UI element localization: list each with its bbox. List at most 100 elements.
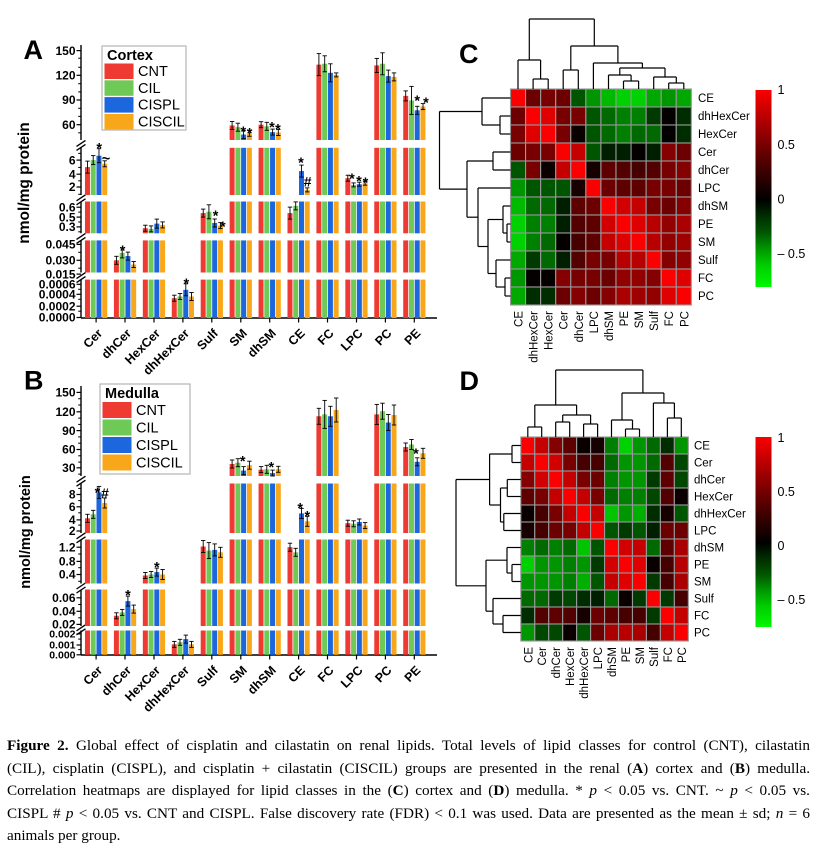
svg-text:CISPL: CISPL: [136, 438, 178, 454]
svg-text:CISCIL: CISCIL: [136, 456, 183, 472]
svg-text:0.5: 0.5: [778, 485, 795, 499]
svg-text:0.045: 0.045: [45, 238, 75, 252]
svg-text:dhHexCer: dhHexCer: [579, 647, 591, 699]
svg-text:Cer: Cer: [559, 311, 571, 330]
svg-text:Sulf: Sulf: [194, 663, 221, 690]
svg-text:2: 2: [69, 524, 76, 538]
svg-text:Sulf: Sulf: [698, 255, 719, 267]
svg-text:0.04: 0.04: [52, 605, 76, 619]
svg-text:CISPL: CISPL: [138, 98, 180, 114]
svg-text:nmol/mg protein: nmol/mg protein: [18, 475, 34, 589]
svg-text:CIL: CIL: [136, 421, 159, 437]
svg-text:*: *: [240, 454, 246, 470]
svg-text:CE: CE: [523, 647, 535, 663]
svg-text:0.015: 0.015: [45, 267, 75, 281]
svg-text:0.0006: 0.0006: [39, 278, 76, 292]
svg-text:0: 0: [778, 539, 785, 553]
svg-text:PC: PC: [694, 628, 710, 640]
svg-text:Cer: Cer: [698, 147, 717, 159]
svg-text:0.3: 0.3: [59, 220, 76, 234]
svg-text:– 0.5: – 0.5: [778, 247, 806, 261]
svg-text:*: *: [414, 94, 420, 110]
svg-text:SM: SM: [227, 326, 250, 349]
svg-text:FC: FC: [664, 311, 676, 326]
svg-text:HexCer: HexCer: [694, 492, 733, 504]
svg-text:60: 60: [62, 118, 76, 132]
svg-text:dhSM: dhSM: [245, 663, 279, 697]
svg-text:Cer: Cer: [694, 458, 713, 470]
svg-text:PE: PE: [402, 326, 424, 348]
svg-text:dhCer: dhCer: [551, 647, 563, 678]
svg-text:FC: FC: [315, 326, 337, 348]
svg-text:CE: CE: [286, 326, 308, 348]
svg-text:Cortex: Cortex: [107, 48, 153, 64]
svg-text:Cer: Cer: [81, 326, 106, 351]
svg-text:PC: PC: [372, 663, 394, 685]
svg-text:CISCIL: CISCIL: [138, 114, 185, 130]
svg-text:60: 60: [62, 443, 76, 457]
svg-text:*: *: [304, 509, 310, 525]
svg-text:FC: FC: [315, 663, 337, 685]
svg-text:D: D: [460, 366, 480, 396]
svg-text:CE: CE: [698, 93, 714, 105]
svg-text:*: *: [275, 122, 281, 138]
svg-text:150: 150: [55, 44, 75, 58]
svg-text:SM: SM: [694, 577, 711, 589]
svg-text:0.0002: 0.0002: [39, 299, 76, 313]
svg-text:dhCer: dhCer: [698, 165, 729, 177]
svg-text:1.2: 1.2: [59, 540, 76, 554]
svg-text:120: 120: [55, 69, 75, 83]
svg-text:*: *: [183, 277, 189, 293]
svg-text:0.5: 0.5: [59, 210, 76, 224]
svg-text:4: 4: [69, 167, 76, 181]
svg-text:PC: PC: [698, 291, 714, 303]
svg-text:SM: SM: [227, 663, 250, 686]
svg-text:dhHexCer: dhHexCer: [694, 509, 746, 521]
svg-text:HexCer: HexCer: [544, 311, 556, 350]
svg-text:Cer: Cer: [81, 663, 106, 688]
svg-text:*: *: [298, 156, 304, 172]
svg-text:0.4: 0.4: [59, 568, 76, 582]
svg-text:PC: PC: [372, 326, 394, 348]
svg-text:HexCer: HexCer: [565, 647, 577, 686]
svg-text:dhSM: dhSM: [245, 326, 279, 360]
svg-text:#: #: [101, 485, 109, 501]
svg-text:0.5: 0.5: [778, 138, 795, 152]
svg-text:CE: CE: [694, 441, 710, 453]
svg-text:*: *: [297, 501, 303, 517]
svg-text:*: *: [220, 220, 226, 236]
svg-text:dhHexCer: dhHexCer: [529, 311, 541, 363]
svg-text:*: *: [154, 560, 160, 576]
svg-text:FC: FC: [698, 273, 713, 285]
svg-text:*: *: [240, 125, 246, 141]
svg-text:0: 0: [778, 193, 785, 207]
svg-text:*: *: [213, 209, 219, 225]
svg-text:Medulla: Medulla: [105, 386, 160, 402]
svg-text:4: 4: [69, 513, 76, 527]
svg-text:PE: PE: [619, 311, 631, 327]
svg-text:0.001: 0.001: [49, 640, 75, 652]
svg-text:CNT: CNT: [136, 403, 166, 419]
svg-text:nmol/mg protein: nmol/mg protein: [16, 122, 33, 243]
svg-text:#: #: [304, 174, 312, 190]
svg-text:dhCer: dhCer: [694, 475, 725, 487]
svg-text:0.06: 0.06: [52, 591, 76, 605]
svg-text:*: *: [120, 244, 126, 260]
svg-text:*: *: [269, 120, 275, 136]
svg-text:0.0004: 0.0004: [39, 288, 76, 302]
svg-text:FC: FC: [694, 611, 709, 623]
svg-text:*: *: [356, 174, 362, 190]
svg-text:dhSM: dhSM: [698, 201, 728, 213]
svg-text:0.0000: 0.0000: [39, 311, 76, 325]
svg-text:LPC: LPC: [338, 326, 366, 354]
svg-text:PC: PC: [679, 311, 691, 327]
svg-text:0.030: 0.030: [45, 254, 75, 268]
svg-text:LPC: LPC: [694, 526, 716, 538]
svg-text:LPC: LPC: [593, 647, 605, 669]
svg-text:*: *: [363, 176, 369, 192]
svg-text:8: 8: [69, 488, 76, 502]
svg-text:90: 90: [62, 93, 76, 107]
svg-text:Sulf: Sulf: [694, 594, 715, 606]
svg-text:PE: PE: [694, 560, 710, 572]
svg-text:Sulf: Sulf: [649, 310, 661, 331]
